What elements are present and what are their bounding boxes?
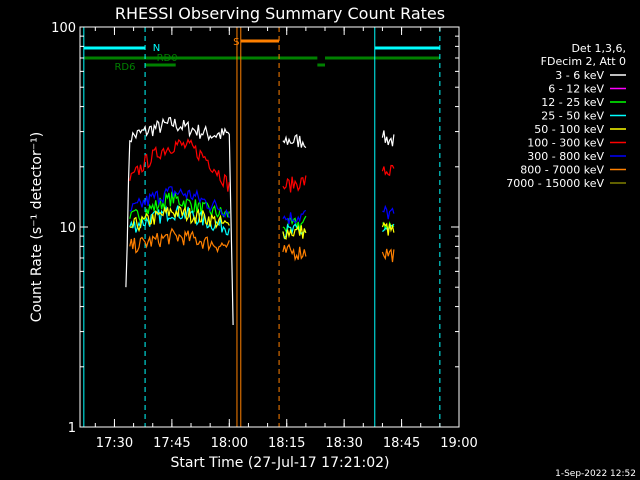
series-line-6 bbox=[129, 186, 395, 225]
legend-label-2: 12 - 25 keV bbox=[541, 96, 604, 109]
x-tick-label-3: 18:15 bbox=[268, 436, 305, 451]
legend-label-0: 3 - 6 keV bbox=[555, 69, 604, 82]
legend-label-1: 6 - 12 keV bbox=[548, 83, 604, 96]
series-layer bbox=[125, 116, 395, 326]
legend-label-3: 25 - 50 keV bbox=[541, 110, 604, 123]
legend-label-6: 300 - 800 keV bbox=[527, 150, 604, 163]
series-line-0 bbox=[125, 116, 395, 326]
series-line-7 bbox=[129, 227, 395, 263]
series-line-5 bbox=[129, 138, 395, 193]
series-line-4 bbox=[129, 205, 395, 240]
plot-axes: 17:30 17:45 18:00 18:15 18:30 18:45 19:00 1 10 10… bbox=[51, 21, 478, 451]
annotation-rd0: RD0 bbox=[157, 53, 178, 64]
legend-label-7: 800 - 7000 keV bbox=[520, 164, 604, 177]
y-tick-label-0: 1 bbox=[68, 421, 76, 436]
y-tick-label-2: 100 bbox=[51, 21, 76, 36]
legend-label-8: 7000 - 15000 keV bbox=[506, 177, 604, 190]
annotation-s: S bbox=[233, 37, 239, 48]
legend-header-0: Det 1,3,6, bbox=[571, 42, 626, 55]
x-tick-label-4: 18:30 bbox=[325, 436, 362, 451]
legend-label-4: 50 - 100 keV bbox=[534, 123, 604, 136]
annotation-rd6: RD6 bbox=[114, 62, 135, 73]
x-tick-label-1: 17:45 bbox=[153, 436, 190, 451]
x-tick-label-2: 18:00 bbox=[211, 436, 248, 451]
x-tick-label-0: 17:30 bbox=[96, 436, 133, 451]
y-tick-label-1: 10 bbox=[59, 221, 76, 236]
render-timestamp: 1-Sep-2022 12:52 bbox=[555, 469, 636, 479]
y-axis-label: Count Rate (s⁻¹ detector⁻¹) bbox=[29, 132, 45, 322]
x-tick-label-5: 18:45 bbox=[383, 436, 420, 451]
annotation-n: N bbox=[153, 43, 160, 54]
legend-header-1: FDecim 2, Att 0 bbox=[541, 55, 626, 68]
x-axis-label: Start Time (27-Jul-17 17:21:02) bbox=[170, 455, 389, 471]
chart-title: RHESSI Observing Summary Count Rates bbox=[115, 4, 445, 23]
legend-label-5: 100 - 300 keV bbox=[527, 137, 604, 150]
x-tick-label-6: 19:00 bbox=[440, 436, 477, 451]
